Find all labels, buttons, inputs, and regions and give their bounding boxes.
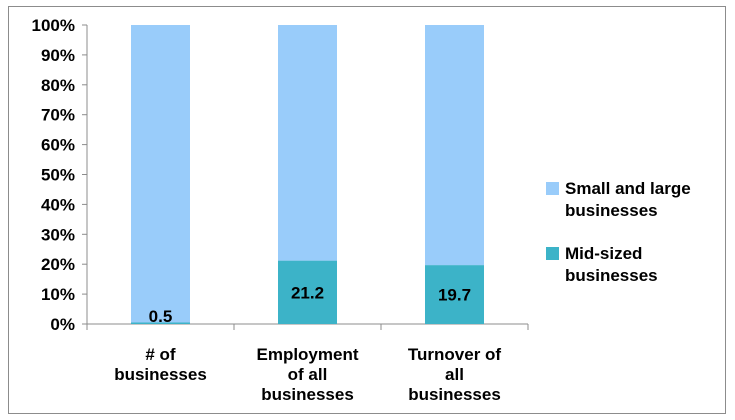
y-tick-label: 0% <box>50 315 75 334</box>
bar-segment <box>425 265 484 324</box>
data-label: 19.7 <box>438 286 471 305</box>
legend-swatch <box>546 182 559 195</box>
legend-label: businesses <box>565 201 658 220</box>
y-tick-label: 10% <box>41 285 75 304</box>
legend-swatch <box>546 247 559 260</box>
y-tick-label: 100% <box>32 16 75 35</box>
x-category-label: businesses <box>261 385 354 404</box>
y-tick-label: 80% <box>41 76 75 95</box>
bar-segment <box>131 322 190 324</box>
bar-segment <box>131 25 190 323</box>
bar-segment <box>278 25 337 261</box>
y-tick-label: 50% <box>41 166 75 185</box>
x-category-label: of all <box>288 365 328 384</box>
bar-segment <box>425 25 484 266</box>
x-category-label: all <box>445 365 464 384</box>
x-category-label: businesses <box>114 365 207 384</box>
legend-label: businesses <box>565 266 658 285</box>
y-tick-label: 20% <box>41 255 75 274</box>
y-tick-label: 60% <box>41 136 75 155</box>
y-tick-label: 90% <box>41 46 75 65</box>
legend-label: Small and large <box>565 179 691 198</box>
y-tick-label: 30% <box>41 225 75 244</box>
legend-label: Mid-sized <box>565 244 642 263</box>
x-category-label: Turnover of <box>408 345 502 364</box>
bar-segment <box>278 260 337 324</box>
x-category-label: businesses <box>408 385 501 404</box>
y-tick-label: 40% <box>41 195 75 214</box>
x-category-label: Employment <box>256 345 358 364</box>
y-tick-label: 70% <box>41 106 75 125</box>
x-category-label: # of <box>145 345 176 364</box>
data-label: 0.5 <box>149 307 173 326</box>
data-label: 21.2 <box>291 283 324 302</box>
chart-area <box>8 6 726 414</box>
